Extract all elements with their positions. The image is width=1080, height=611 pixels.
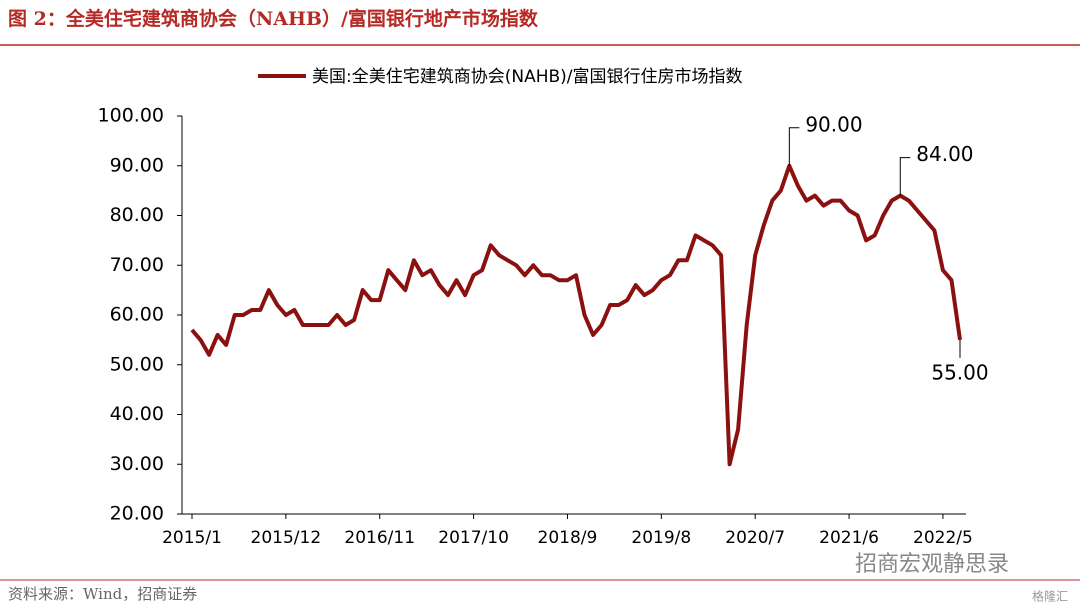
x-tick-label: 2020/7 <box>725 528 785 548</box>
watermark: 招商宏观静思录 <box>855 552 1009 577</box>
y-tick-label: 90.00 <box>110 154 164 176</box>
source: 资料来源：Wind，招商证券 <box>8 585 197 603</box>
y-tick-label: 20.00 <box>110 503 164 525</box>
label-leader <box>788 127 800 166</box>
line-series <box>190 163 962 467</box>
y-tick-label: 80.00 <box>110 204 164 226</box>
y-tick-label: 30.00 <box>110 453 164 475</box>
data-label: 84.00 <box>916 142 973 166</box>
x-tick-label: 2015/12 <box>251 528 322 548</box>
y-tick-label: 60.00 <box>110 304 164 326</box>
x-tick-label: 2015/1 <box>162 528 222 548</box>
legend-label: 美国:全美住宅建筑商协会(NAHB)/富国银行住房市场指数 <box>312 67 743 87</box>
logo: 格隆汇 <box>1032 589 1068 604</box>
y-tick-label: 100.00 <box>98 105 164 127</box>
x-tick-label: 2016/11 <box>344 528 415 548</box>
x-tick-label: 2017/10 <box>438 528 509 548</box>
data-label: 90.00 <box>805 112 862 136</box>
x-tick-label: 2022/5 <box>913 528 973 548</box>
x-tick-label: 2019/8 <box>631 528 691 548</box>
x-tick-label: 2018/9 <box>538 528 598 548</box>
label-leader <box>899 157 911 196</box>
figure-title: 图 2：全美住宅建筑商协会（NAHB）/富国银行地产市场指数 <box>8 7 539 30</box>
data-label: 55.00 <box>931 360 988 384</box>
y-tick-label: 70.00 <box>110 254 164 276</box>
y-tick-label: 40.00 <box>110 403 164 425</box>
x-tick-label: 2021/6 <box>819 528 879 548</box>
y-tick-label: 50.00 <box>110 353 164 375</box>
